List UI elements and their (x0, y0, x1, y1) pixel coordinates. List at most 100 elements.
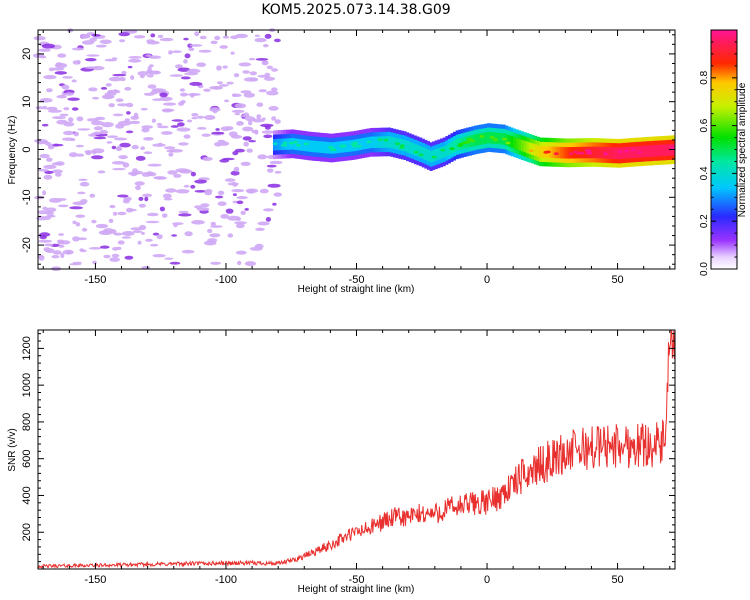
noise-blob (72, 236, 80, 242)
noise-blob (92, 96, 100, 100)
noise-blob (92, 260, 97, 265)
noise-blob (258, 89, 267, 93)
spectrogram-ridge (272, 123, 676, 171)
noise-blob (265, 217, 271, 222)
noise-blob (187, 68, 201, 74)
ridge-cell (521, 139, 524, 152)
ridge-cell (309, 140, 313, 152)
noise-blob (248, 57, 256, 61)
noise-blob (151, 118, 156, 123)
ridge-highlight (399, 146, 405, 149)
noise-blob (147, 163, 162, 167)
noise-blob (261, 130, 274, 134)
noise-blob (244, 261, 256, 267)
ridge-cell (387, 136, 391, 148)
ridge-cell (437, 148, 441, 160)
noise-blob (56, 95, 67, 99)
noise-blob (95, 44, 107, 48)
spectrogram-ytick-label: 10 (21, 96, 33, 108)
noise-blob (158, 142, 163, 146)
noise-blob (140, 107, 148, 111)
noise-blob (63, 121, 75, 127)
spectrogram-ylabel: Frequency (Hz) (7, 116, 18, 185)
ridge-highlight (383, 138, 389, 142)
noise-blob (52, 250, 62, 255)
noise-blob (33, 36, 46, 41)
noise-blob (256, 102, 264, 107)
ridge-cell (293, 138, 297, 150)
noise-blob (225, 126, 234, 131)
noise-blob (169, 74, 183, 77)
noise-blob (181, 249, 195, 254)
noise-blob (38, 255, 45, 261)
noise-blob (236, 200, 244, 205)
noise-blob (194, 205, 203, 209)
noise-blob (71, 107, 79, 111)
snr-ylabel: SNR (v/v) (7, 428, 18, 471)
noise-blob (159, 37, 174, 42)
noise-blob (59, 113, 69, 117)
spectrogram-xtick-label: -100 (215, 274, 237, 286)
noise-blob (180, 76, 191, 80)
noise-blob (78, 178, 88, 181)
noise-blob (197, 126, 207, 130)
noise-blob (135, 185, 141, 191)
noise-blob (153, 176, 165, 180)
noise-blob (91, 148, 105, 154)
noise-blob (76, 153, 85, 157)
noise-blob (42, 105, 48, 110)
ridge-highlight (502, 137, 508, 141)
ridge-cell (617, 147, 621, 160)
ridge-highlight (352, 142, 358, 145)
noise-blob (39, 232, 51, 237)
ridge-cell (364, 137, 368, 149)
noise-blob (138, 196, 144, 201)
ridge-cell (484, 132, 488, 144)
noise-blob (100, 87, 108, 90)
spectrogram-xlabel: Height of straight line (km) (298, 284, 415, 295)
ridge-cell (557, 146, 561, 159)
noise-blob (141, 125, 154, 129)
noise-blob (46, 211, 54, 216)
noise-blob (231, 189, 245, 193)
noise-blob (201, 133, 211, 137)
ridge-cell (361, 138, 365, 150)
ridge-highlight (394, 142, 400, 146)
ridge-cell (528, 142, 532, 155)
noise-blob (108, 76, 122, 82)
noise-blob (175, 168, 190, 173)
noise-blob (211, 86, 223, 90)
noise-blob (219, 45, 228, 49)
noise-blob (76, 116, 84, 122)
noise-blob (55, 62, 63, 67)
noise-blob (183, 59, 188, 64)
noise-blob (210, 261, 222, 265)
noise-blob (227, 233, 234, 238)
noise-blob (79, 181, 90, 187)
snr-ytick-label: 1000 (21, 373, 33, 397)
noise-blob (69, 206, 83, 210)
noise-blob (264, 72, 271, 78)
noise-blob (143, 151, 153, 155)
ridge-cell (278, 138, 282, 151)
ridge-cell (615, 147, 618, 159)
snr-ytick-label: 800 (21, 413, 33, 431)
ridge-highlight (489, 136, 495, 139)
ridge-highlight (585, 151, 591, 154)
ridge-cell (455, 139, 459, 151)
ridge-cell (398, 138, 402, 151)
noise-blob (152, 98, 164, 101)
ridge-cell (322, 141, 326, 154)
noise-blob (230, 170, 240, 176)
ridge-cell (408, 142, 412, 154)
noise-blob (69, 152, 78, 158)
ridge-highlight (272, 142, 278, 146)
noise-blob (77, 191, 86, 195)
noise-blob (91, 132, 102, 135)
ridge-cell (497, 132, 501, 145)
noise-blob (146, 69, 154, 74)
noise-blob (176, 127, 191, 132)
noise-blob (249, 246, 263, 251)
ridge-highlight (356, 144, 362, 148)
